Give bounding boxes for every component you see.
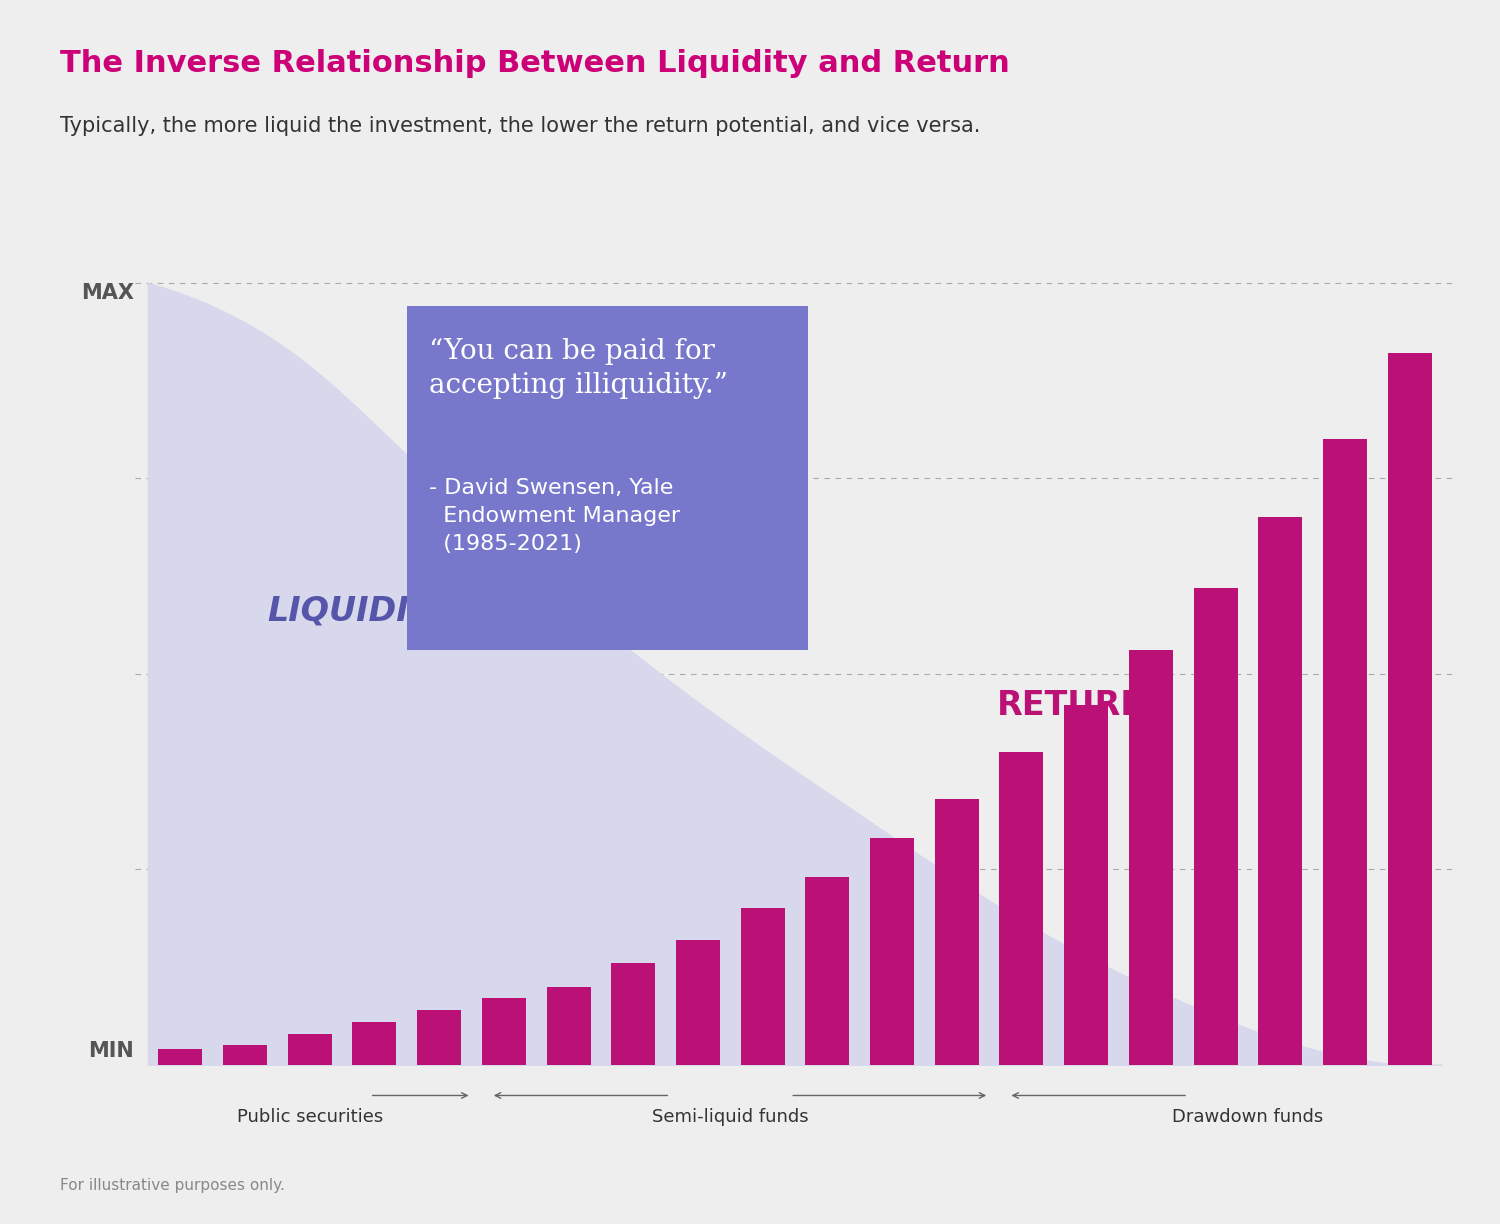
Text: Drawdown funds: Drawdown funds (1173, 1108, 1323, 1126)
Bar (806, 878, 849, 1065)
Bar (352, 1022, 396, 1065)
Bar (934, 799, 980, 1065)
Text: MIN: MIN (88, 1040, 134, 1061)
Bar (1130, 650, 1173, 1065)
Text: Semi-liquid funds: Semi-liquid funds (652, 1108, 808, 1126)
Text: For illustrative purposes only.: For illustrative purposes only. (60, 1179, 285, 1193)
Text: The Inverse Relationship Between Liquidity and Return: The Inverse Relationship Between Liquidi… (60, 49, 1010, 78)
Bar (1388, 354, 1431, 1065)
Bar (417, 1010, 460, 1065)
Bar (1064, 705, 1108, 1065)
Text: - David Swensen, Yale
  Endowment Manager
  (1985-2021): - David Swensen, Yale Endowment Manager … (429, 479, 681, 554)
Text: Public securities: Public securities (237, 1108, 382, 1126)
Bar (1323, 439, 1366, 1065)
Bar (676, 940, 720, 1065)
Bar (159, 1049, 203, 1065)
Text: “You can be paid for
accepting illiquidity.”: “You can be paid for accepting illiquidi… (429, 338, 729, 399)
Text: LIQUIDITY: LIQUIDITY (267, 595, 456, 628)
Bar (288, 1033, 332, 1065)
FancyBboxPatch shape (406, 306, 808, 650)
Bar (482, 999, 526, 1065)
Bar (546, 987, 591, 1065)
Text: Typically, the more liquid the investment, the lower the return potential, and v: Typically, the more liquid the investmen… (60, 116, 981, 136)
Bar (610, 963, 656, 1065)
Bar (870, 838, 913, 1065)
Bar (1194, 588, 1237, 1065)
Bar (1258, 518, 1302, 1065)
Bar (741, 908, 784, 1065)
Bar (999, 752, 1044, 1065)
Text: MAX: MAX (81, 283, 134, 302)
Text: RETURN: RETURN (998, 689, 1149, 722)
Bar (224, 1045, 267, 1065)
